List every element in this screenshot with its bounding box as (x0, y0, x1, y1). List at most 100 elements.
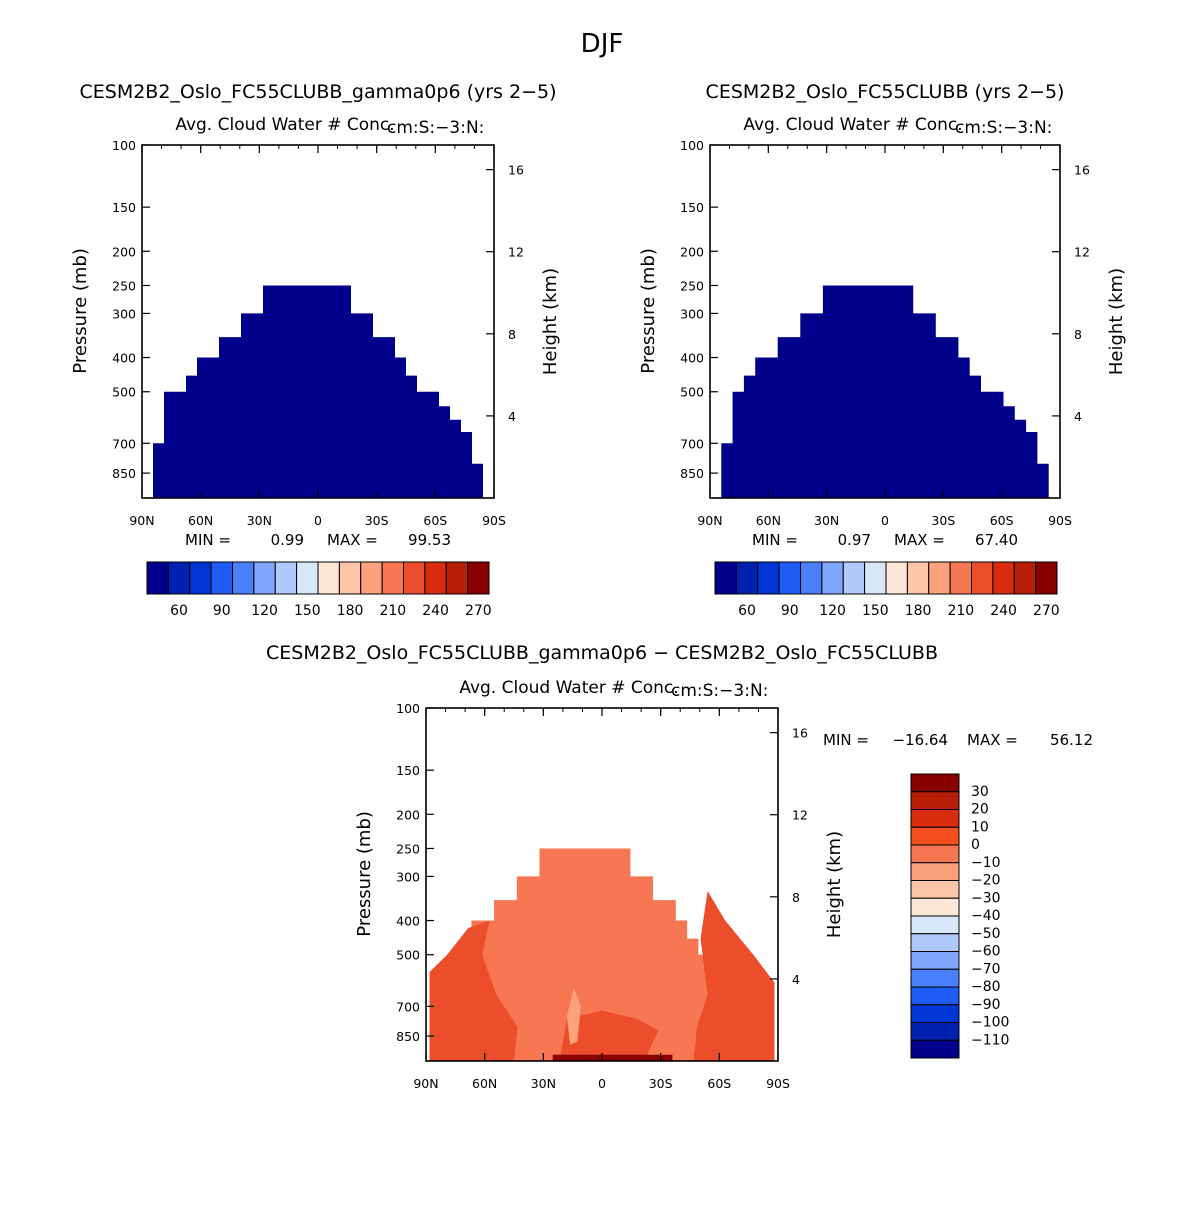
x-tick-label: 30N (247, 513, 272, 528)
colorbar-label: 270 (465, 603, 492, 619)
y-tick-label: 250 (112, 278, 136, 293)
max-value: 56.12 (1050, 731, 1093, 749)
y2-axis-label: Height (km) (1106, 268, 1127, 375)
colorbar-swatch (910, 1022, 960, 1041)
colorbar-label: −110 (971, 1032, 1009, 1048)
y-tick-label: 150 (680, 200, 704, 215)
x-tick-label: 90N (129, 513, 154, 528)
colorbar-swatch (971, 561, 994, 595)
y-tick-label: 200 (680, 244, 704, 259)
colorbar-label: 60 (170, 603, 188, 619)
colorbar-swatch (928, 561, 951, 595)
y-tick-label: 500 (112, 385, 136, 400)
figure-title: DJF (581, 29, 624, 59)
anomaly-patch-west (429, 920, 518, 1061)
colorbar-swatch (338, 561, 362, 595)
x-tick-label: 60N (472, 1076, 497, 1091)
y2-tick-label: 16 (1074, 163, 1090, 178)
anomaly-patch-light (566, 987, 581, 1045)
x-tick-label: 90N (413, 1076, 438, 1091)
max-label: MAX = (967, 731, 1018, 749)
colorbar-swatch (1013, 561, 1037, 595)
y-tick-label: 700 (112, 436, 136, 451)
colorbar-swatch (910, 951, 960, 970)
colorbar-label: 180 (337, 603, 364, 619)
x-tick-label: 0 (598, 1076, 606, 1091)
colorbar-swatch (906, 561, 930, 595)
colorbar-label: −90 (971, 997, 1001, 1013)
colorbar-label: 60 (738, 603, 756, 619)
x-tick-label: 30S (365, 513, 389, 528)
colorbar-label: −40 (971, 908, 1001, 924)
colorbar-label: 0 (971, 837, 980, 853)
y-axis-label: Pressure (mb) (70, 248, 91, 374)
x-tick-label: 60S (707, 1076, 731, 1091)
y-tick-label: 500 (396, 948, 420, 963)
colorbar-label: 270 (1033, 603, 1060, 619)
panel-subtitle: Avg. Cloud Water # Conc. (175, 115, 394, 135)
x-tick-label: 0 (314, 513, 322, 528)
min-value: −16.64 (892, 731, 948, 749)
y-tick-label: 100 (396, 701, 420, 716)
colorbar-label: 240 (422, 603, 449, 619)
y-tick-label: 200 (112, 244, 136, 259)
min-value: 0.97 (838, 531, 871, 549)
x-tick-label: 30N (531, 1076, 556, 1091)
y2-tick-label: 16 (508, 163, 524, 178)
field-region (426, 848, 778, 1061)
x-tick-label: 90S (482, 513, 506, 528)
colorbar-swatch (735, 561, 759, 595)
colorbar-swatch (910, 986, 960, 1006)
colorbar-swatch (910, 1039, 960, 1059)
colorbar-swatch (210, 561, 233, 595)
y2-tick-label: 16 (792, 726, 808, 741)
colorbar-swatch (253, 561, 276, 595)
y2-tick-label: 8 (792, 890, 800, 905)
colorbar-label: 20 (971, 802, 989, 818)
colorbar-swatch (445, 561, 469, 595)
y-tick-label: 100 (680, 138, 704, 153)
colorbar-swatch (910, 862, 960, 881)
anomaly-patch-east (693, 891, 775, 1061)
colorbar-label: −50 (971, 926, 1001, 942)
colorbar-swatch (992, 561, 1015, 595)
colorbar-label: 150 (294, 603, 321, 619)
colorbar-swatch (910, 880, 960, 899)
anomaly-patch-surface (552, 1054, 673, 1061)
y2-axis-label: Height (km) (540, 268, 561, 375)
colorbar-swatch (146, 561, 169, 595)
y-tick-label: 700 (680, 436, 704, 451)
colorbar-swatch (949, 561, 972, 595)
panel-run-title: CESM2B2_Oslo_FC55CLUBB_gamma0p6 − CESM2B… (266, 642, 938, 664)
colorbar-label: −100 (971, 1015, 1009, 1031)
y-tick-label: 400 (680, 351, 704, 366)
max-value: 99.53 (408, 531, 451, 549)
y-tick-label: 300 (396, 869, 420, 884)
y2-tick-label: 8 (1074, 327, 1082, 342)
colorbar-swatch (910, 897, 960, 917)
panel-run-title: CESM2B2_Oslo_FC55CLUBB (yrs 2−5) (706, 81, 1065, 103)
colorbar-swatch (232, 561, 255, 595)
colorbar-label: 90 (781, 603, 799, 619)
colorbar-label: 180 (905, 603, 932, 619)
colorbar-swatch (360, 561, 383, 595)
max-label: MAX = (894, 531, 945, 549)
y-tick-label: 700 (396, 999, 420, 1014)
colorbar-label: 210 (947, 603, 974, 619)
colorbar-swatch (467, 561, 490, 595)
x-tick-label: 30S (649, 1076, 673, 1091)
colorbar-swatch (910, 915, 960, 935)
colorbar-label: −60 (971, 944, 1001, 960)
x-tick-label: 60N (756, 513, 781, 528)
y-tick-label: 200 (396, 807, 420, 822)
colorbar-swatch (714, 561, 737, 595)
colorbar-label: 120 (251, 603, 278, 619)
colorbar-swatch (910, 1004, 960, 1023)
colorbar-swatch (296, 561, 319, 595)
y2-tick-label: 4 (1074, 409, 1082, 424)
max-label: MAX = (327, 531, 378, 549)
y2-tick-label: 8 (508, 327, 516, 342)
y-tick-label: 400 (112, 351, 136, 366)
